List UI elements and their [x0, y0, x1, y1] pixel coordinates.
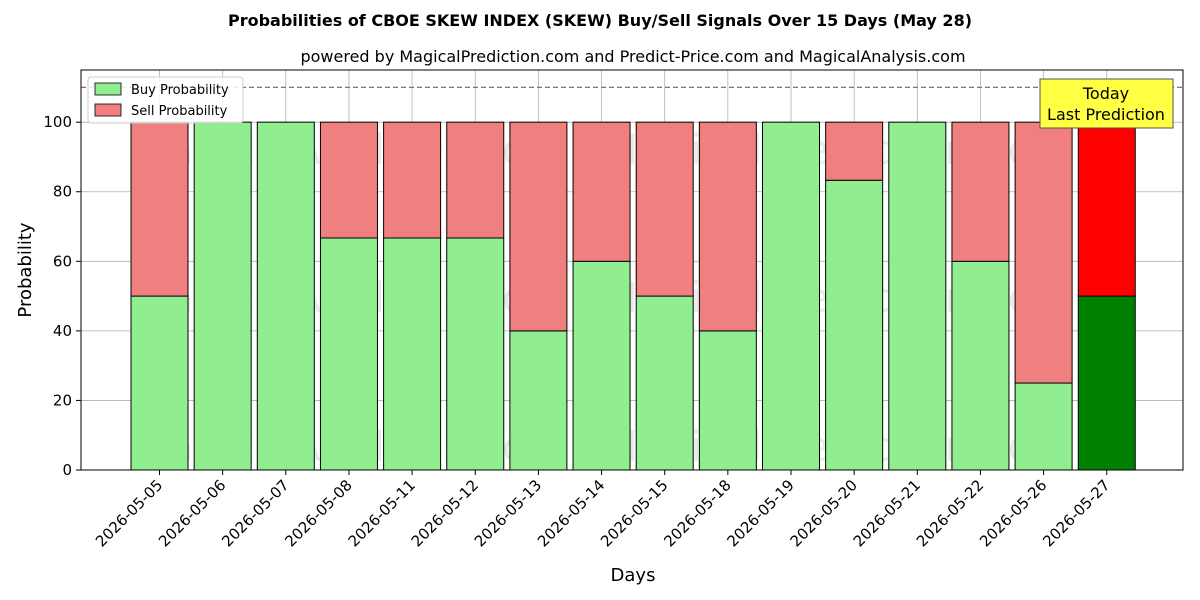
plot-frame	[80, 69, 1184, 471]
bar-sell-2026-05-13	[509, 121, 568, 332]
x-tick-label: 2026-05-08	[281, 476, 355, 550]
x-tick-label: 2026-05-19	[723, 476, 797, 550]
y-tick-label: 80	[53, 183, 72, 201]
bar-sell-2026-05-18	[698, 121, 757, 332]
bar-buy-2026-05-06	[193, 121, 252, 471]
legend: Buy Probability Sell Probability	[87, 76, 244, 124]
bar-buy-2026-05-07	[256, 121, 315, 471]
bar-sell-2026-05-12	[446, 121, 505, 239]
bar-buy-2026-05-22	[951, 260, 1010, 471]
y-tick-label: 100	[43, 113, 72, 131]
x-tick-label: 2026-05-21	[850, 476, 924, 550]
x-tick-label: 2026-05-27	[1039, 476, 1113, 550]
bar-buy-2026-05-15	[635, 295, 694, 471]
bar-sell-2026-05-27	[1077, 121, 1136, 297]
x-tick-label: 2026-05-22	[913, 476, 987, 550]
y-tick-label: 0	[62, 461, 72, 479]
y-tick-label: 40	[53, 322, 72, 340]
today-annotation-line-1: Today	[1082, 84, 1129, 103]
x-tick-label: 2026-05-18	[660, 476, 734, 550]
x-tick-label: 2026-05-14	[534, 476, 608, 550]
bar-buy-2026-05-26	[1014, 382, 1073, 471]
today-annotation-box	[1039, 78, 1174, 129]
today-annotation-line-2: Last Prediction	[1047, 105, 1165, 124]
x-tick-label: 2026-05-12	[408, 476, 482, 550]
chart-title: Probabilities of CBOE SKEW INDEX (SKEW) …	[228, 11, 972, 30]
x-tick-label: 2026-05-06	[155, 476, 229, 550]
legend-swatch-sell	[94, 103, 122, 117]
bar-sell-2026-05-20	[825, 121, 884, 181]
y-tick-label: 60	[53, 252, 72, 270]
bar-buy-2026-05-11	[383, 237, 442, 471]
chart-subtitle: powered by MagicalPrediction.com and Pre…	[300, 47, 965, 66]
x-axis-label: Days	[611, 565, 656, 586]
bar-sell-2026-05-22	[951, 121, 1010, 262]
bar-buy-2026-05-21	[888, 121, 947, 471]
legend-swatch-buy	[94, 82, 122, 96]
bar-buy-2026-05-20	[825, 179, 884, 471]
bars-layer	[130, 121, 1136, 471]
today-annotation: Today Last Prediction	[1039, 78, 1174, 129]
bar-sell-2026-05-26	[1014, 121, 1073, 384]
x-tick-label: 2026-05-26	[976, 476, 1050, 550]
bar-buy-2026-05-27	[1077, 295, 1136, 471]
bar-buy-2026-05-12	[446, 237, 505, 471]
y-tick-label: 20	[53, 391, 72, 409]
bar-buy-2026-05-18	[698, 330, 757, 471]
legend-box	[87, 76, 244, 124]
x-tick-label: 2026-05-20	[787, 476, 861, 550]
x-tick-label: 2026-05-13	[471, 476, 545, 550]
bar-buy-2026-05-14	[572, 260, 631, 471]
legend-label-sell: Sell Probability	[131, 104, 228, 119]
x-tick-label: 2026-05-05	[92, 476, 166, 550]
bar-buy-2026-05-19	[762, 121, 820, 471]
bar-sell-2026-05-05	[130, 121, 189, 297]
legend-label-buy: Buy Probability	[131, 83, 229, 98]
bar-buy-2026-05-05	[130, 295, 189, 471]
bar-sell-2026-05-15	[635, 121, 694, 297]
x-tick-label: 2026-05-11	[345, 476, 419, 550]
bar-sell-2026-05-11	[383, 121, 442, 239]
x-tick-label: 2026-05-07	[218, 476, 292, 550]
bar-sell-2026-05-08	[319, 121, 378, 239]
bar-buy-2026-05-08	[319, 237, 378, 471]
x-axis-ticks: 2026-05-052026-05-062026-05-072026-05-08…	[92, 470, 1114, 550]
y-axis-label: Probability	[15, 222, 36, 317]
x-tick-label: 2026-05-15	[597, 476, 671, 550]
bar-buy-2026-05-13	[509, 330, 568, 471]
bar-sell-2026-05-14	[572, 121, 631, 262]
y-axis-ticks: 0 20 40 60 80 100	[43, 113, 81, 479]
